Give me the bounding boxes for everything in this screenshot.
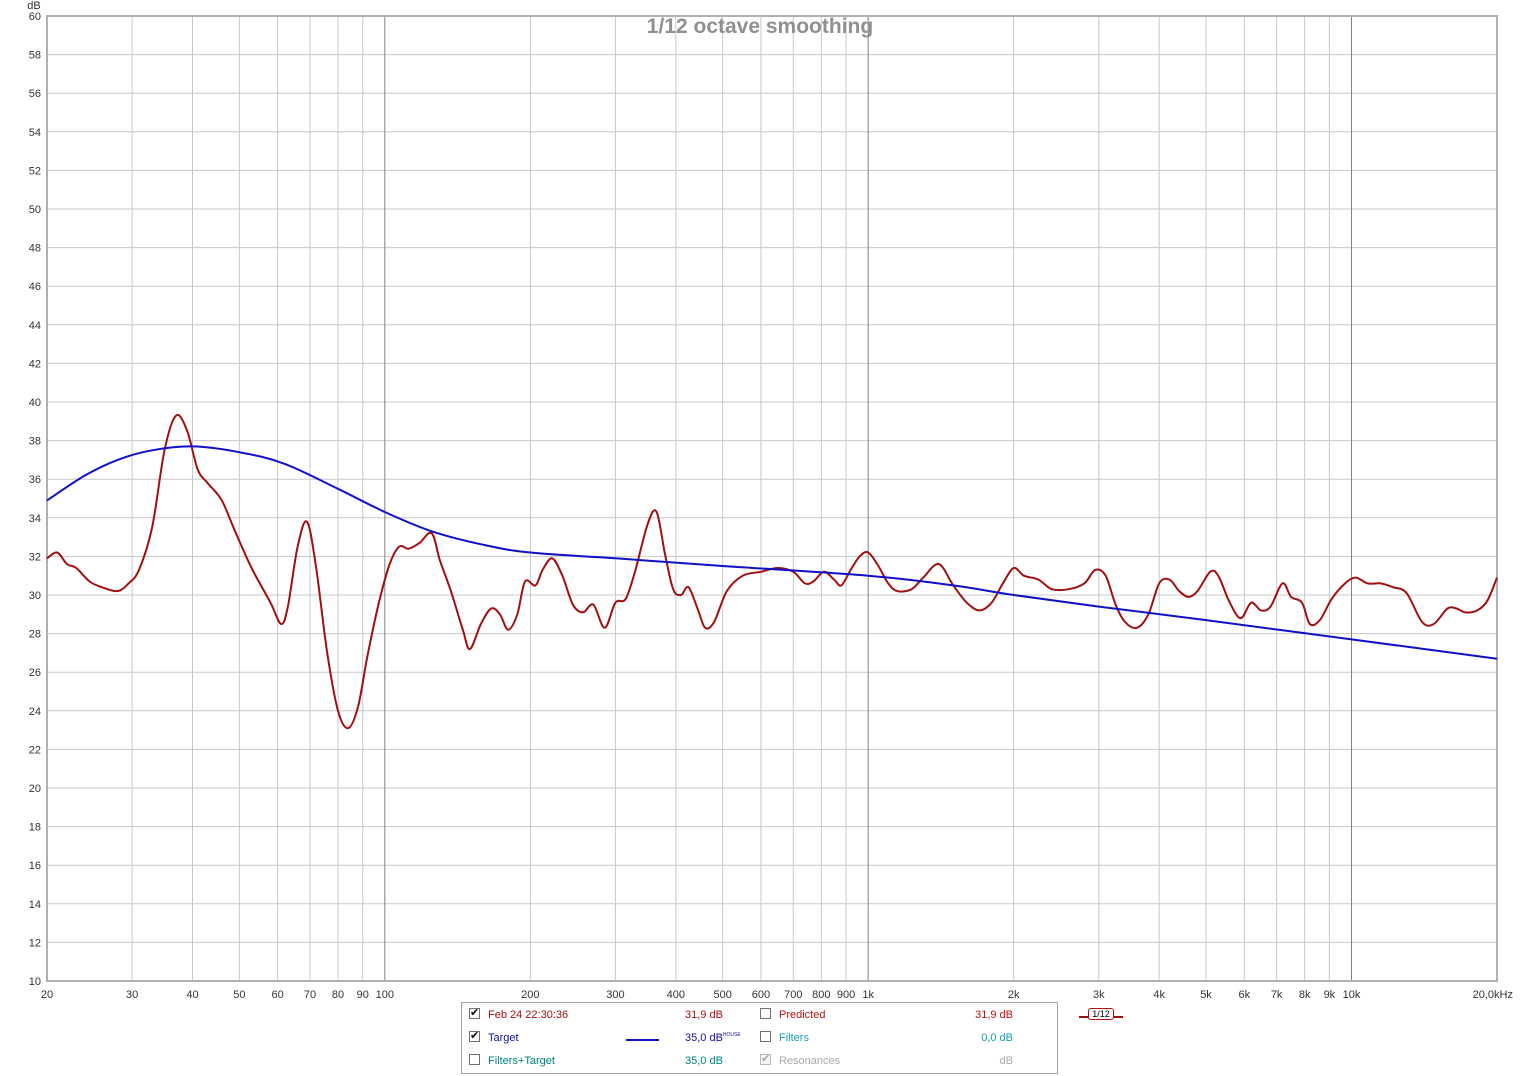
x-tick-label: 100: [376, 989, 394, 1000]
x-tick-label: 400: [667, 989, 685, 1000]
x-tick-label: 60: [271, 989, 283, 1000]
plot-area: [47, 16, 1497, 981]
y-tick-label: 48: [29, 243, 41, 255]
x-tick-label: 30: [126, 989, 138, 1000]
y-tick-label: 52: [29, 165, 41, 177]
y-tick-label: 56: [29, 88, 41, 100]
target-curve: [46, 445, 1498, 660]
x-tick-label: 2k: [1008, 989, 1020, 1000]
target-curve-name: HOUSE: [722, 1032, 741, 1038]
y-tick-label: 50: [29, 204, 41, 216]
measurement-value: 31,9 dB: [685, 1009, 723, 1021]
y-tick-label: 18: [29, 822, 41, 834]
x-tick-label: 600: [752, 989, 770, 1000]
x-tick-label: 40: [186, 989, 198, 1000]
legend-row-measurement: ✔ Feb 24 22:30:36 1/12 31,9 dB Predicted…: [462, 1006, 1123, 1026]
predicted-checkbox[interactable]: [760, 1008, 771, 1019]
smoothing-icon[interactable]: 1/12: [1088, 1008, 1114, 1020]
y-tick-label: 16: [29, 860, 41, 872]
x-tick-label: 1k: [862, 989, 874, 1000]
legend-row-target: ✔ Target 35,0 dBHOUSE Filters 0,0 dB: [462, 1029, 1057, 1049]
target-label[interactable]: Target: [488, 1032, 519, 1044]
y-tick-label: 10: [29, 976, 41, 988]
y-tick-label: 28: [29, 629, 41, 641]
x-tick-label: 200: [521, 989, 539, 1000]
y-tick-label: 58: [29, 50, 41, 62]
x-tick-label: 3k: [1093, 989, 1105, 1000]
chart-series: [46, 413, 1498, 730]
x-tick-label: 70: [304, 989, 316, 1000]
y-tick-label: 32: [29, 551, 41, 563]
y-tick-label: 22: [29, 744, 41, 756]
y-tick-label: 30: [29, 590, 41, 602]
target-line-swatch: [626, 1039, 659, 1041]
predicted-value: 31,9 dB: [975, 1009, 1013, 1021]
y-axis-unit: dB: [27, 0, 40, 12]
x-tick-label: 7k: [1271, 989, 1283, 1000]
target-checkbox[interactable]: ✔: [469, 1030, 480, 1042]
x-tick-label: 10k: [1343, 989, 1361, 1000]
x-tick-label: 20,0kHz: [1473, 989, 1513, 1000]
x-tick-label: 4k: [1153, 989, 1165, 1000]
y-tick-label: 40: [29, 397, 41, 409]
x-tick-label: 90: [357, 989, 369, 1000]
filters-target-value: 35,0 dB: [685, 1055, 723, 1067]
y-tick-label: 12: [29, 937, 41, 949]
y-tick-label: 20: [29, 783, 41, 795]
x-tick-label: 5k: [1200, 989, 1212, 1000]
x-tick-label: 80: [332, 989, 344, 1000]
y-tick-label: 14: [29, 899, 41, 911]
x-tick-label: 9k: [1324, 989, 1336, 1000]
y-tick-label: 26: [29, 667, 41, 679]
x-tick-label: 6k: [1238, 989, 1250, 1000]
chart-grid: [46, 15, 1498, 982]
plot-border: [46, 15, 1498, 982]
x-tick-label: 900: [837, 989, 855, 1000]
x-tick-label: 800: [812, 989, 830, 1000]
filters-checkbox[interactable]: [760, 1031, 771, 1042]
predicted-label[interactable]: Predicted: [779, 1009, 826, 1021]
y-tick-label: 38: [29, 436, 41, 448]
legend-row-filters-target: Filters+Target 35,0 dB ✔ Resonances dB: [462, 1052, 1057, 1072]
measurement-checkbox[interactable]: ✔: [469, 1007, 480, 1019]
x-tick-label: 300: [606, 989, 624, 1000]
legend-panel: ✔ Feb 24 22:30:36 1/12 31,9 dB Predicted…: [461, 1002, 1123, 1074]
target-value: 35,0 dBHOUSE: [685, 1032, 741, 1044]
y-tick-label: 34: [29, 513, 41, 525]
x-axis-ticks: 20 30 40 50 60 70 80 90 100 200 300 400 500 600 700 800…: [41, 989, 1513, 1000]
measurement-curve: [46, 413, 1498, 730]
frequency-response-chart: 10 12 14 16 18 20 22 24 26 28 30 32 34 36 38 40 42 44 46 48…: [27, 0, 1513, 1000]
y-axis-ticks: 10 12 14 16 18 20 22 24 26 28 30 32 34 36 38 40 42 44 46 48…: [29, 11, 41, 988]
y-tick-label: 42: [29, 358, 41, 370]
x-tick-label: 8k: [1299, 989, 1311, 1000]
y-tick-label: 54: [29, 127, 41, 139]
y-tick-label: 44: [29, 320, 41, 332]
filters-value: 0,0 dB: [981, 1032, 1013, 1044]
x-tick-label: 700: [784, 989, 802, 1000]
filters-target-label[interactable]: Filters+Target: [488, 1055, 555, 1067]
measurement-label[interactable]: Feb 24 22:30:36: [488, 1009, 569, 1021]
filters-label[interactable]: Filters: [779, 1032, 809, 1044]
y-tick-label: 60: [29, 11, 41, 23]
x-tick-label: 50: [233, 989, 245, 1000]
resonances-checkbox: ✔: [760, 1053, 771, 1065]
chart-title: 1/12 octave smoothing: [647, 15, 873, 38]
x-tick-label: 20: [41, 989, 53, 1000]
y-tick-label: 36: [29, 474, 41, 486]
resonances-value: dB: [999, 1055, 1013, 1067]
x-tick-label: 500: [713, 989, 731, 1000]
y-tick-label: 24: [29, 706, 41, 718]
y-tick-label: 46: [29, 281, 41, 293]
filters-target-checkbox[interactable]: [469, 1054, 480, 1065]
resonances-label: Resonances: [779, 1055, 841, 1067]
